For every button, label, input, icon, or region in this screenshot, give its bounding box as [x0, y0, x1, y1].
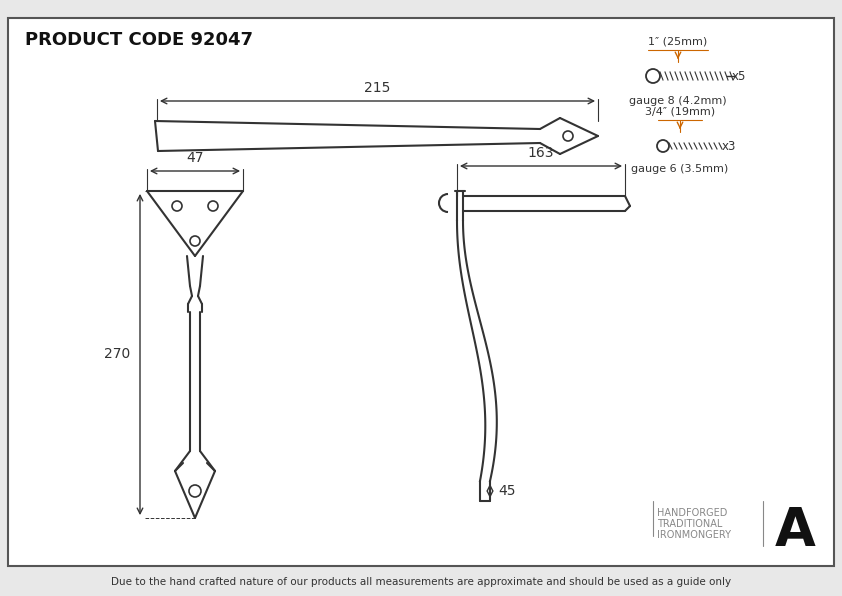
Text: 47: 47: [186, 151, 204, 165]
Text: 215: 215: [365, 81, 391, 95]
Text: x3: x3: [722, 139, 737, 153]
Text: gauge 8 (4.2mm): gauge 8 (4.2mm): [629, 96, 727, 106]
Text: 1″ (25mm): 1″ (25mm): [648, 36, 707, 46]
Text: 163: 163: [528, 146, 554, 160]
Text: HANDFORGED: HANDFORGED: [657, 508, 727, 518]
Text: x5: x5: [732, 70, 746, 82]
Text: 45: 45: [498, 484, 515, 498]
Text: gauge 6 (3.5mm): gauge 6 (3.5mm): [632, 164, 728, 174]
Text: IRONMONGERY: IRONMONGERY: [657, 530, 731, 540]
Text: TRADITIONAL: TRADITIONAL: [657, 519, 722, 529]
FancyBboxPatch shape: [8, 18, 834, 566]
Text: PRODUCT CODE 92047: PRODUCT CODE 92047: [25, 31, 253, 49]
Text: Due to the hand crafted nature of our products all measurements are approximate : Due to the hand crafted nature of our pr…: [111, 577, 731, 587]
Text: A: A: [775, 505, 815, 557]
Text: 3/4″ (19mm): 3/4″ (19mm): [645, 106, 715, 116]
Text: 270: 270: [104, 347, 130, 362]
